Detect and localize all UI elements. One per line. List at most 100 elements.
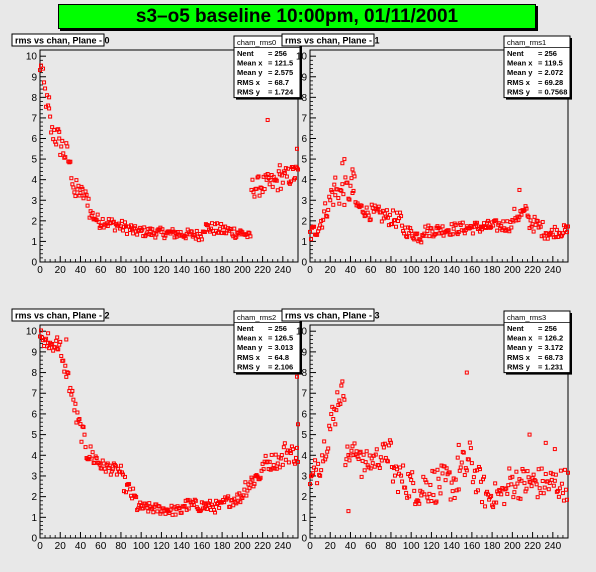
data-point <box>269 452 274 457</box>
stats-label: RMS y <box>507 362 531 371</box>
data-point <box>366 213 371 218</box>
data-point <box>74 420 79 425</box>
data-point <box>215 221 220 226</box>
data-point <box>382 211 387 216</box>
data-point <box>426 223 431 228</box>
data-point <box>47 106 52 111</box>
data-point <box>422 492 427 497</box>
data-point <box>75 187 80 192</box>
data-point <box>189 229 194 234</box>
data-point <box>351 171 356 176</box>
data-point <box>351 453 356 458</box>
data-point <box>554 227 559 232</box>
data-point <box>350 444 355 449</box>
data-point <box>44 336 49 341</box>
x-tick-label: 140 <box>443 541 460 552</box>
data-point <box>84 192 89 197</box>
data-point <box>551 235 556 240</box>
data-point <box>61 151 66 156</box>
data-point <box>457 468 462 473</box>
data-point <box>333 422 338 427</box>
data-point <box>557 486 562 491</box>
data-point <box>370 461 375 466</box>
data-point <box>56 347 61 352</box>
data-point <box>525 469 530 474</box>
data-point <box>265 171 270 176</box>
stats-value: = 256 <box>268 324 287 333</box>
data-point <box>185 497 190 502</box>
data-point <box>453 223 458 228</box>
data-point <box>359 203 364 208</box>
data-point <box>258 475 263 480</box>
data-point <box>217 505 222 510</box>
data-point <box>191 503 196 508</box>
data-point <box>531 229 536 234</box>
data-point <box>511 495 516 500</box>
data-point <box>202 229 207 234</box>
data-point <box>71 185 76 190</box>
data-point <box>148 226 153 231</box>
stats-value: = 256 <box>538 49 557 58</box>
data-point <box>237 491 242 496</box>
data-point <box>403 485 408 490</box>
data-point <box>421 474 426 479</box>
data-point <box>140 227 145 232</box>
data-point <box>433 231 438 236</box>
data-point <box>464 468 469 473</box>
data-point <box>419 240 424 245</box>
data-point <box>320 225 325 230</box>
data-point <box>108 472 113 477</box>
data-point <box>507 229 512 234</box>
data-point <box>61 358 66 363</box>
data-point <box>163 511 168 516</box>
data-point <box>379 219 384 224</box>
y-tick-label: 1 <box>301 237 307 248</box>
y-tick-label: 3 <box>301 471 307 482</box>
data-point <box>339 188 344 193</box>
data-point <box>499 492 504 497</box>
x-tick-label: 160 <box>464 265 481 276</box>
data-point <box>315 232 320 237</box>
stats-label: RMS y <box>237 87 261 96</box>
data-point <box>234 501 239 506</box>
x-tick-label: 40 <box>75 265 87 276</box>
data-point <box>82 193 87 198</box>
data-point <box>379 458 384 463</box>
data-point <box>290 165 295 170</box>
y-tick-label: 10 <box>26 52 38 63</box>
data-point <box>458 222 463 227</box>
stats-label: Nent <box>237 324 254 333</box>
x-tick-label: 0 <box>37 265 43 276</box>
x-tick-label: 220 <box>524 265 541 276</box>
data-point <box>560 491 565 496</box>
data-point <box>232 226 237 231</box>
data-point <box>221 225 226 230</box>
data-point <box>368 217 373 222</box>
plot-frame <box>309 324 569 539</box>
data-point <box>361 452 366 457</box>
data-point <box>346 509 351 514</box>
data-point <box>456 487 461 492</box>
stats-value: = 126.2 <box>538 334 563 343</box>
data-point <box>491 223 496 228</box>
data-point <box>117 469 122 474</box>
data-point <box>450 232 455 237</box>
y-tick-label: 2 <box>301 492 307 503</box>
data-point <box>539 234 544 239</box>
y-tick-label: 0 <box>31 534 37 545</box>
data-point <box>448 232 453 237</box>
data-point <box>308 229 312 234</box>
canvas-title-banner: s3–o5 baseline 10:00pm, 01/11/2001 <box>58 4 536 29</box>
x-tick-label: 40 <box>345 265 357 276</box>
data-point <box>528 480 533 485</box>
data-point <box>401 463 406 468</box>
data-point <box>422 231 427 236</box>
data-point <box>521 469 526 474</box>
data-point <box>458 465 463 470</box>
data-point <box>560 231 565 236</box>
data-point <box>254 186 259 191</box>
x-tick-label: 220 <box>254 265 271 276</box>
data-point <box>469 461 474 466</box>
stats-box: cham_rms2 Nent = 256 Mean x = 126.5 Mean y = 3… <box>233 310 302 375</box>
data-point <box>425 495 430 500</box>
